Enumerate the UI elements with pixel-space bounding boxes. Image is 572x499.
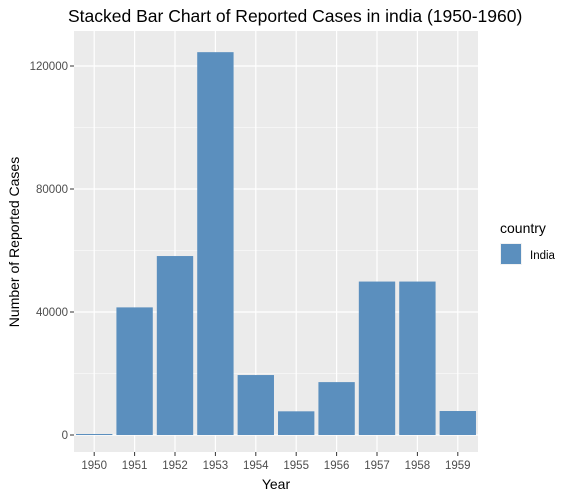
bar-1957 bbox=[358, 281, 396, 435]
bar-1953 bbox=[197, 52, 234, 435]
bar-1952 bbox=[156, 256, 194, 435]
y-axis: 0 40000 80000 120000 bbox=[30, 61, 74, 442]
bar-1956 bbox=[318, 382, 355, 435]
x-tick-label: 1959 bbox=[445, 460, 471, 472]
legend: country India bbox=[500, 220, 556, 265]
bar-1954 bbox=[237, 375, 274, 435]
y-tick-label: 40000 bbox=[36, 307, 68, 319]
bar-1951 bbox=[116, 307, 153, 435]
x-tick-label: 1958 bbox=[405, 460, 431, 472]
x-tick-label: 1950 bbox=[81, 460, 107, 472]
x-tick-label: 1952 bbox=[162, 460, 188, 472]
x-tick-label: 1954 bbox=[243, 460, 269, 472]
legend-label-india: India bbox=[530, 250, 556, 262]
x-axis: 1950 1951 1952 1953 1954 1955 1956 1957 1958 1959 bbox=[81, 452, 471, 472]
bars bbox=[76, 52, 476, 435]
y-axis-title: Number of Reported Cases bbox=[6, 157, 22, 327]
bar-1959 bbox=[439, 411, 476, 435]
y-tick-label: 120000 bbox=[30, 61, 68, 73]
bar-1950 bbox=[76, 434, 113, 435]
x-tick-label: 1957 bbox=[364, 460, 390, 472]
legend-swatch-india bbox=[501, 244, 521, 264]
x-axis-title: Year bbox=[262, 476, 291, 492]
bar-1955 bbox=[278, 411, 315, 435]
x-tick-label: 1953 bbox=[203, 460, 229, 472]
bar-1958 bbox=[399, 281, 436, 435]
chart-title: Stacked Bar Chart of Reported Cases in i… bbox=[68, 6, 522, 26]
x-tick-label: 1956 bbox=[324, 460, 350, 472]
y-tick-label: 80000 bbox=[36, 184, 68, 196]
legend-title: country bbox=[500, 220, 546, 236]
y-tick-label: 0 bbox=[62, 430, 68, 442]
x-tick-label: 1955 bbox=[283, 460, 309, 472]
x-tick-label: 1951 bbox=[122, 460, 148, 472]
